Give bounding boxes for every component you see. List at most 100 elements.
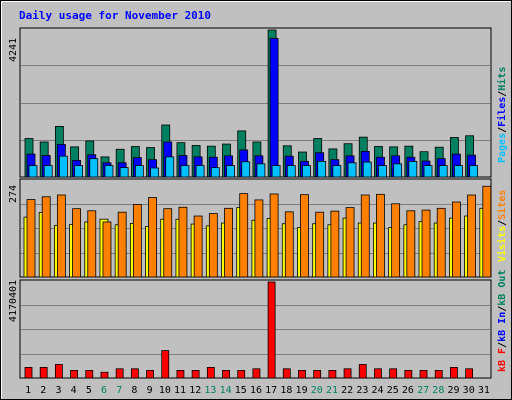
bar-pages-30: [469, 165, 479, 178]
bar-layer: [23, 29, 492, 379]
bar-sites-12: [193, 215, 203, 278]
bar-sites-13: [208, 213, 218, 278]
legend-text: kB F/kB In/kB Out: [497, 270, 508, 372]
bar-pages-8: [134, 165, 144, 178]
legend-bottom: kB F/kB In/kB Out: [497, 270, 508, 372]
legend-part: kB F: [497, 348, 508, 372]
bar-pages-23: [362, 161, 372, 178]
x-tick-label: 11: [174, 385, 186, 396]
bar-pages-22: [347, 162, 357, 178]
bar-kbf-22: [343, 368, 352, 379]
bar-kbf-15: [237, 370, 246, 379]
bar-sites-10: [163, 208, 173, 278]
bar-kbf-14: [222, 370, 230, 379]
bar-kbf-4: [70, 370, 78, 379]
bar-sites-24: [376, 193, 385, 278]
bar-pages-27: [423, 165, 433, 178]
top-ymax-label: 4241: [8, 38, 19, 62]
x-tick-label: 22: [341, 385, 353, 396]
bar-sites-20: [315, 211, 325, 278]
bar-sites-28: [436, 207, 446, 278]
bar-sites-25: [391, 203, 401, 278]
bar-kbf-17: [267, 281, 276, 379]
legend-part: Visits: [496, 226, 508, 262]
bar-pages-21: [332, 165, 342, 178]
bar-files-17: [269, 37, 279, 178]
legend-part: /: [497, 91, 508, 97]
bar-sites-9: [148, 197, 157, 278]
bar-kbf-26: [404, 370, 413, 379]
x-tick-label: 17: [265, 385, 277, 396]
bar-pages-19: [302, 165, 311, 178]
bar-sites-23: [360, 194, 370, 278]
x-tick-label: 18: [280, 385, 292, 396]
x-tick-label: 20: [311, 385, 323, 396]
bar-sites-18: [284, 211, 294, 278]
bar-pages-18: [286, 165, 296, 178]
x-tick-label: 12: [189, 385, 201, 396]
bar-sites-8: [132, 204, 142, 278]
legend-part: Hits: [496, 67, 508, 91]
bar-pages-20: [317, 161, 327, 178]
legend-part: kB Out: [497, 270, 508, 306]
bar-pages-14: [226, 165, 235, 178]
x-tick-label: 15: [235, 385, 247, 396]
middle-ymax-label: 274: [8, 185, 19, 203]
bar-kbf-20: [313, 370, 322, 379]
bar-pages-4: [74, 165, 83, 178]
bar-kbf-11: [176, 370, 185, 379]
bar-pages-3: [58, 155, 68, 178]
x-tick-label: 10: [159, 385, 171, 396]
bar-sites-7: [117, 211, 127, 278]
bar-kbf-13: [206, 367, 215, 379]
x-tick-label: 9: [147, 385, 153, 396]
bar-kbf-9: [146, 370, 154, 379]
bar-pages-12: [195, 165, 205, 178]
bar-kbf-8: [130, 368, 139, 379]
x-tick-label: 21: [326, 385, 338, 396]
bar-kbf-21: [328, 370, 337, 379]
x-tick-label: 13: [204, 385, 216, 396]
bar-kbf-25: [389, 368, 398, 379]
bar-sites-5: [87, 210, 97, 278]
bar-pages-15: [241, 161, 251, 178]
bar-kbf-3: [54, 364, 63, 379]
bar-sites-4: [72, 208, 81, 278]
x-tick-label: 14: [220, 385, 232, 396]
bar-pages-25: [393, 163, 403, 178]
bar-sites-16: [254, 199, 264, 278]
x-tick-label: 2: [40, 385, 46, 396]
bar-sites-22: [345, 207, 355, 278]
bar-sites-14: [224, 207, 233, 278]
x-tick-label: 6: [101, 385, 107, 396]
x-tick-label: 25: [387, 385, 399, 396]
bar-pages-10: [165, 156, 175, 178]
legend-part: kB In: [497, 312, 508, 342]
bar-kbf-7: [115, 368, 124, 379]
bar-pages-17: [271, 165, 281, 178]
bar-kbf-30: [465, 368, 474, 379]
bar-sites-2: [41, 196, 51, 278]
bar-kbf-1: [24, 367, 33, 379]
bar-kbf-10: [161, 350, 170, 379]
legend-part: Files: [496, 97, 508, 127]
bottom-ymax-label: 4170401: [8, 280, 19, 322]
bar-pages-1: [28, 165, 38, 178]
bar-sites-11: [178, 206, 188, 278]
bar-pages-9: [150, 167, 159, 178]
bar-kbf-18: [282, 368, 291, 379]
x-tick-label: 31: [478, 385, 490, 396]
bar-pages-6: [104, 165, 114, 178]
bar-sites-15: [239, 193, 249, 278]
bar-kbf-28: [434, 370, 443, 379]
bar-pages-26: [408, 161, 418, 178]
x-tick-label: 26: [402, 385, 414, 396]
x-tick-label: 16: [250, 385, 262, 396]
bar-sites-31: [482, 185, 492, 278]
x-tick-label: 23: [356, 385, 368, 396]
x-tick-label: 3: [55, 385, 61, 396]
bar-sites-21: [330, 210, 340, 278]
bar-pages-7: [119, 167, 129, 178]
